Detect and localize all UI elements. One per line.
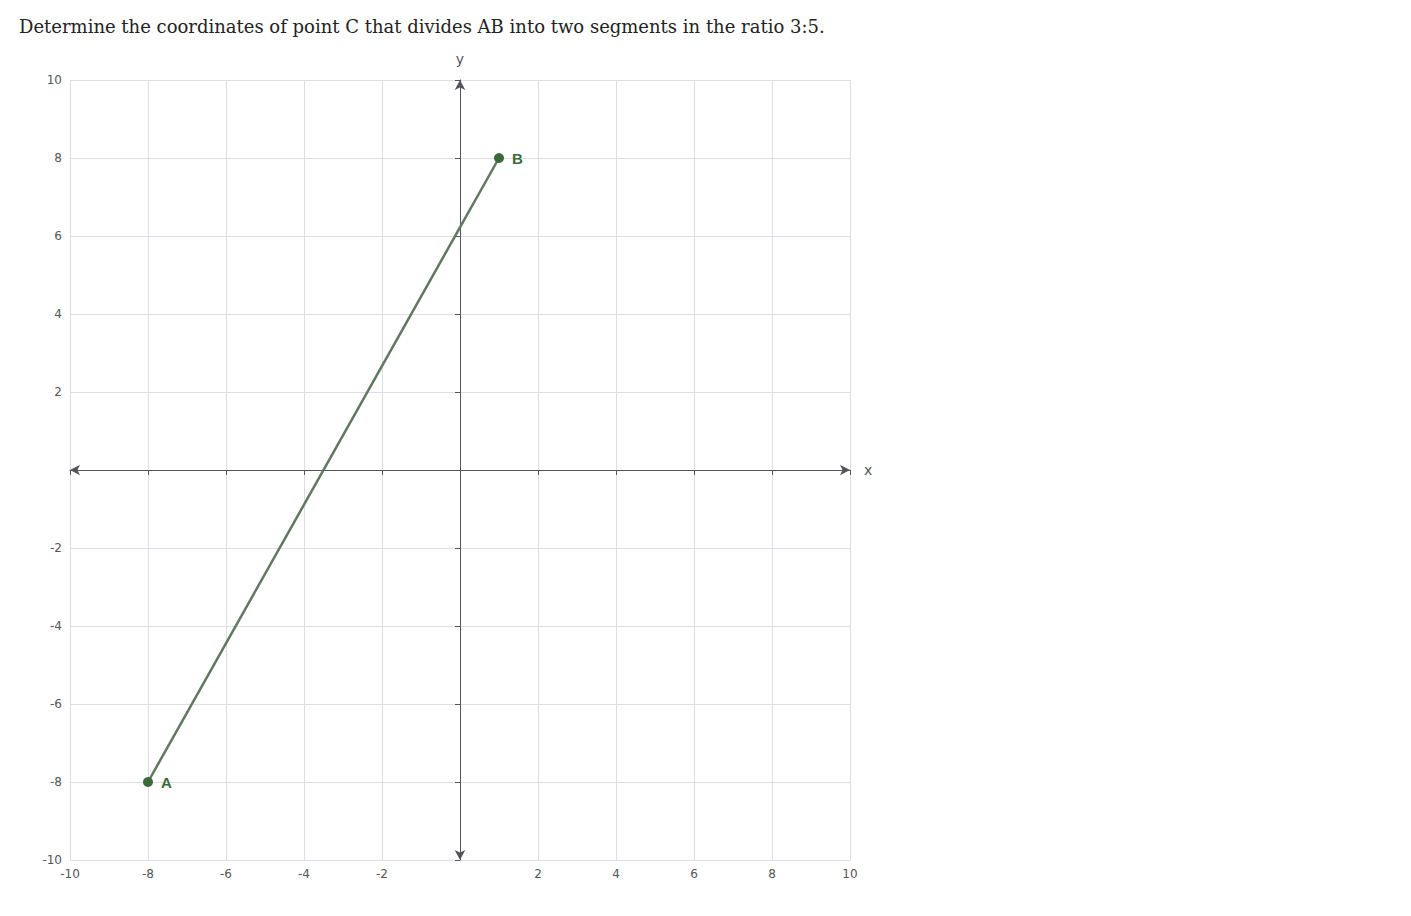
svg-text:4: 4 (54, 307, 62, 321)
svg-text:2: 2 (54, 385, 62, 399)
svg-text:-4: -4 (298, 867, 310, 881)
svg-text:x: x (864, 462, 872, 478)
svg-text:4: 4 (612, 867, 620, 881)
svg-text:A: A (161, 774, 172, 791)
svg-text:8: 8 (54, 151, 62, 165)
svg-text:-8: -8 (142, 867, 154, 881)
svg-text:-6: -6 (220, 867, 232, 881)
svg-text:2: 2 (534, 867, 542, 881)
svg-text:-6: -6 (50, 697, 62, 711)
svg-text:6: 6 (690, 867, 698, 881)
svg-text:B: B (512, 150, 523, 167)
svg-text:-2: -2 (376, 867, 388, 881)
svg-text:-10: -10 (60, 867, 80, 881)
svg-text:10: 10 (47, 73, 62, 87)
svg-text:-2: -2 (50, 541, 62, 555)
svg-text:6: 6 (54, 229, 62, 243)
svg-text:10: 10 (842, 867, 857, 881)
svg-text:y: y (456, 51, 464, 67)
svg-text:-4: -4 (50, 619, 62, 633)
svg-text:-8: -8 (50, 775, 62, 789)
svg-text:Determine the coordinates of p: Determine the coordinates of point C tha… (19, 16, 825, 37)
svg-text:8: 8 (768, 867, 776, 881)
svg-text:-10: -10 (42, 853, 62, 867)
